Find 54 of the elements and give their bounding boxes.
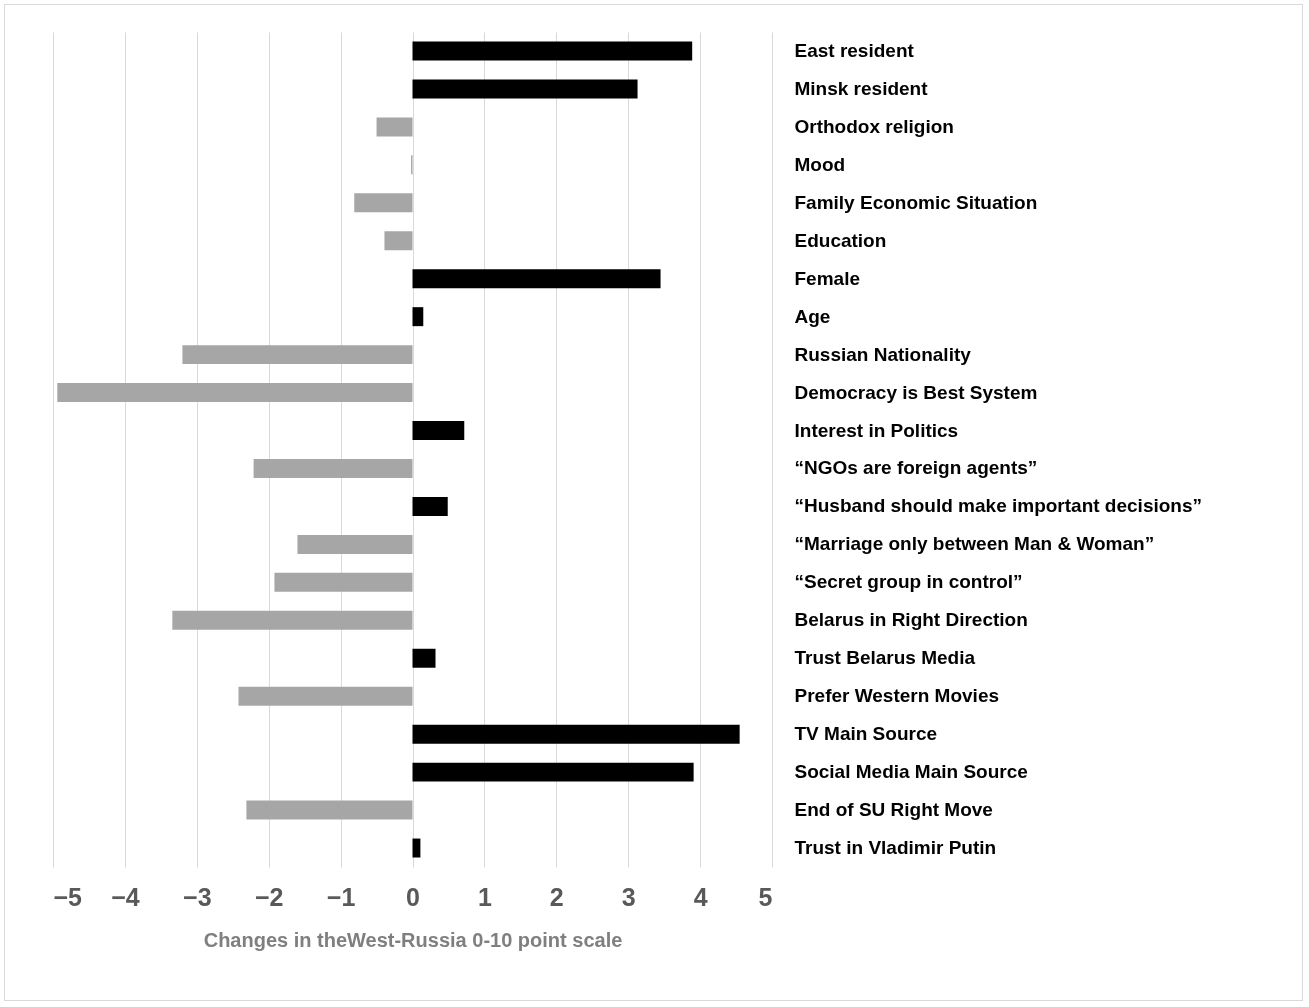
x-tick-label: 5 <box>758 882 773 911</box>
x-tick-label: −4 <box>111 882 140 911</box>
x-tick-label: 3 <box>621 882 636 911</box>
y-tick-label: Mood <box>794 153 846 175</box>
y-tick-label: Social Media Main Source <box>794 761 1028 783</box>
y-tick-label: “Husband should make important decisions” <box>794 495 1203 517</box>
bar <box>412 648 436 668</box>
x-tick-label: 1 <box>477 882 492 911</box>
x-tick-label: 2 <box>549 882 564 911</box>
y-tick-label: Education <box>794 229 887 251</box>
x-tick-label: −3 <box>183 882 212 911</box>
x-tick-label: −2 <box>254 882 284 911</box>
y-tick-label: East resident <box>794 39 915 61</box>
y-tick-label: Prefer Western Movies <box>794 685 1000 707</box>
bar <box>246 800 413 820</box>
bar <box>172 610 413 630</box>
x-tick-label: −1 <box>326 882 356 911</box>
y-tick-label: Family Economic Situation <box>794 191 1038 213</box>
bar <box>57 383 413 403</box>
bar <box>412 307 424 327</box>
bar <box>412 41 693 61</box>
bar <box>412 421 465 441</box>
bar <box>274 572 413 592</box>
y-tick-label: Minsk resident <box>794 77 929 99</box>
bar <box>384 231 413 251</box>
bar <box>412 496 448 516</box>
bar <box>354 193 413 213</box>
y-tick-label: Interest in Politics <box>794 419 959 441</box>
bar <box>376 117 413 137</box>
y-tick-label: Russian Nationality <box>794 343 972 365</box>
bar <box>238 686 413 706</box>
x-tick-label: −5 <box>53 882 83 911</box>
x-tick-label: 4 <box>693 882 708 911</box>
y-tick-label: “Secret group in control” <box>794 571 1023 593</box>
y-tick-label: End of SU Right Move <box>794 799 993 821</box>
x-tick-label: 0 <box>406 882 420 911</box>
y-tick-label: Trust in Vladimir Putin <box>794 837 997 859</box>
y-tick-label: “Marriage only between Man & Woman” <box>794 533 1155 555</box>
x-axis-title: Changes in theWest-Russia 0-10 point scale <box>203 928 623 951</box>
y-tick-label: Orthodox religion <box>794 115 954 137</box>
bar <box>412 79 638 99</box>
bar <box>297 534 413 554</box>
bar <box>253 458 413 478</box>
y-tick-label: Trust Belarus Media <box>794 647 976 669</box>
bar <box>412 724 740 744</box>
y-tick-label: TV Main Source <box>794 723 938 745</box>
y-tick-label: Belarus in Right Direction <box>794 609 1028 631</box>
bar <box>412 269 661 289</box>
bar <box>412 762 694 782</box>
y-tick-label: “NGOs are foreign agents” <box>794 457 1038 479</box>
bar <box>182 345 413 365</box>
y-tick-label: Age <box>794 305 831 327</box>
y-tick-label: Democracy is Best System <box>794 381 1038 403</box>
y-tick-label: Female <box>794 267 860 289</box>
